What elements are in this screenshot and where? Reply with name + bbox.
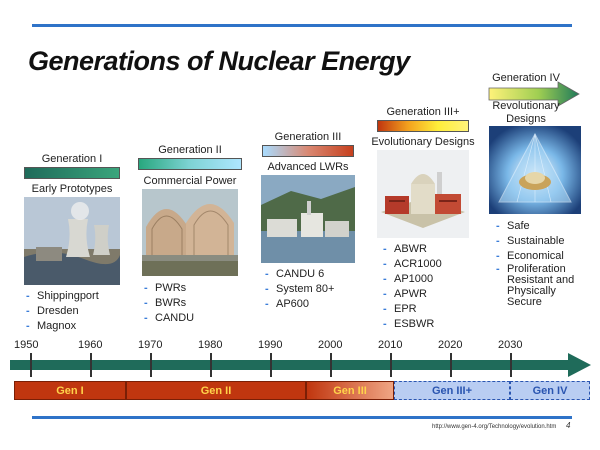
year-label: 1960	[78, 339, 103, 351]
year-tick	[150, 353, 152, 377]
gen-iii-plus-item: EPR	[383, 302, 483, 317]
gen-iii-bar	[262, 145, 354, 157]
gen-i-item: Dresden	[26, 304, 126, 319]
gen-iii-plus-label: Generation III+	[386, 106, 460, 118]
gen-i-item: Magnox	[26, 319, 126, 334]
segment-gen-iii: Gen III	[306, 381, 394, 400]
segment-gen-iv: Gen IV	[510, 381, 590, 400]
page-number: 4	[566, 421, 571, 430]
gen-iii-plus-bar	[377, 120, 469, 132]
gen-ii-item: PWRs	[144, 281, 244, 296]
footer-url: http://www.gen-4.org/Technology/evolutio…	[432, 424, 557, 430]
gen-iii-photo	[261, 175, 355, 263]
gen-ii-photo	[142, 189, 238, 276]
gen-iv-item: Safe	[496, 219, 582, 234]
gen-iii-item: System 80+	[265, 282, 365, 297]
gen-ii-item: CANDU	[144, 311, 244, 326]
year-tick	[210, 353, 212, 377]
year-tick	[330, 353, 332, 377]
year-label: 1970	[138, 339, 163, 351]
year-tick	[270, 353, 272, 377]
gen-iii-plus-item: ABWR	[383, 242, 483, 257]
gen-iv-item: Economical	[496, 249, 582, 264]
gen-iv-label: Generation IV	[492, 72, 560, 84]
year-label: 1990	[258, 339, 283, 351]
timeline-arrow	[10, 353, 591, 377]
gen-iii-plus-item: ESBWR	[383, 317, 483, 332]
year-label: 1950	[14, 339, 39, 351]
gen-iii-plus-list: ABWR ACR1000 AP1000 APWR EPR ESBWR	[383, 242, 483, 332]
gen-ii-label: Generation II	[158, 144, 222, 156]
gen-iv-list: Safe Sustainable Economical Proliferatio…	[496, 219, 582, 308]
segment-gen-i: Gen I	[14, 381, 126, 400]
gen-ii-list: PWRs BWRs CANDU	[144, 281, 244, 326]
year-tick	[510, 353, 512, 377]
gen-ii-bar	[138, 158, 242, 170]
gen-i-bar	[24, 167, 120, 179]
gen-i-label: Generation I	[41, 153, 103, 165]
gen-i-item: Shippingport	[26, 289, 126, 304]
gen-iv-item: Sustainable	[496, 234, 582, 249]
gen-ii-item: BWRs	[144, 296, 244, 311]
gen-iii-list: CANDU 6 System 80+ AP600	[265, 267, 365, 312]
year-tick	[390, 353, 392, 377]
gen-iii-plus-item: ACR1000	[383, 257, 483, 272]
gen-iii-item: AP600	[265, 297, 365, 312]
year-tick	[450, 353, 452, 377]
gen-iv-arrow	[488, 81, 580, 107]
year-label: 1980	[198, 339, 223, 351]
gen-i-photo	[24, 197, 120, 285]
gen-iii-plus-photo	[377, 150, 469, 238]
gen-iii-plus-item: AP1000	[383, 272, 483, 287]
segment-gen-ii: Gen II	[126, 381, 306, 400]
gen-i-subtitle: Early Prototypes	[31, 183, 113, 195]
gen-iii-item: CANDU 6	[265, 267, 365, 282]
gen-ii-subtitle: Commercial Power	[143, 175, 237, 187]
gen-iii-plus-item: APWR	[383, 287, 483, 302]
top-rule	[32, 24, 572, 27]
year-label: 2020	[438, 339, 463, 351]
gen-i-list: Shippingport Dresden Magnox	[26, 289, 126, 334]
year-label: 2000	[318, 339, 343, 351]
year-label: 2010	[378, 339, 403, 351]
segment-gen-iii-plus: Gen III+	[394, 381, 510, 400]
gen-iv-item: Proliferation Resistant and Physically S…	[496, 264, 582, 308]
gen-iv-photo	[489, 126, 581, 214]
year-tick	[90, 353, 92, 377]
year-tick	[30, 353, 32, 377]
gen-iv-subtitle: Revolutionary Designs	[492, 100, 560, 125]
gen-iii-plus-subtitle: Evolutionary Designs	[371, 136, 475, 148]
gen-iii-label: Generation III	[274, 131, 342, 143]
year-label: 2030	[498, 339, 523, 351]
gen-iii-subtitle: Advanced LWRs	[267, 161, 349, 173]
bottom-rule	[32, 416, 572, 419]
page-title: Generations of Nuclear Energy	[28, 46, 410, 76]
